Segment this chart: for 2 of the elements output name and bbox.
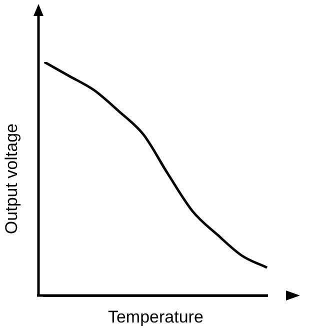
x-axis-title: Temperature: [108, 307, 204, 326]
y-axis-title: Output voltage: [2, 124, 21, 234]
